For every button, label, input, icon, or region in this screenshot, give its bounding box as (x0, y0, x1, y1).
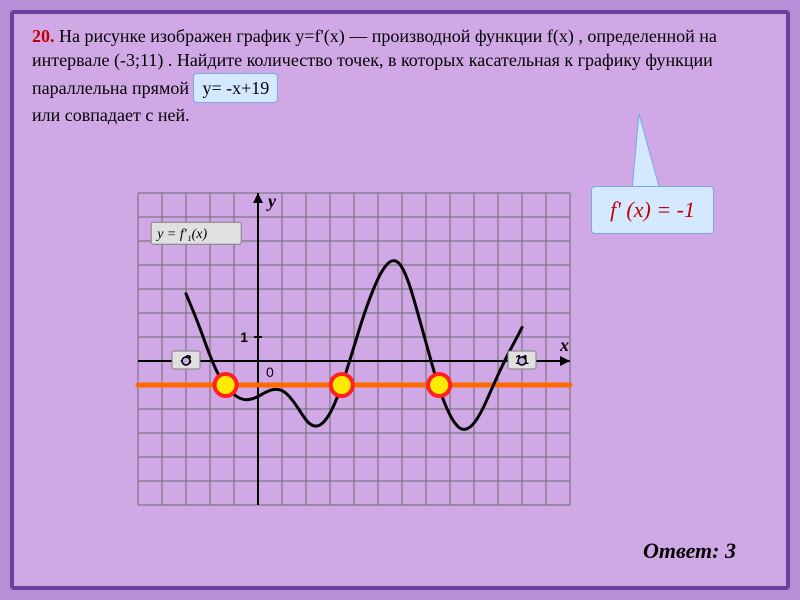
outer-frame: 20. На рисунке изображен график y=f'(x) … (0, 0, 800, 600)
derivative-callout: f' (x) = -1 (591, 186, 714, 234)
inner-frame: 20. На рисунке изображен график y=f'(x) … (10, 10, 790, 590)
equation-highlight: y= -x+19 (193, 73, 278, 103)
callout-connector (14, 14, 774, 574)
